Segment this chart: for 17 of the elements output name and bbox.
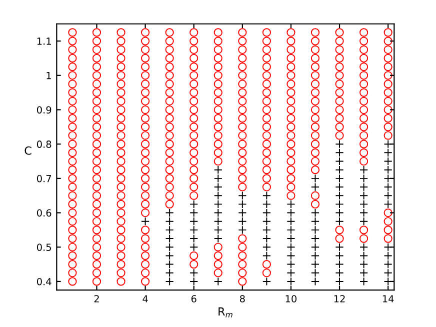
x-tick-label: 12 [334,295,345,302]
y-tick-label: 0.6 [37,209,52,217]
y-tick-label: 0.7 [37,174,51,182]
y-tick-label: 0.8 [37,140,52,148]
y-tick-label: 1.1 [37,38,51,45]
x-tick-label: 10 [286,295,297,302]
y-tick-label: 0.5 [37,244,51,251]
x-tick-label: 2 [94,295,99,302]
y-tick-label: 0.4 [37,278,52,286]
y-axis-title: C [24,146,32,155]
x-axis-title: R$_{m}$ [218,307,232,318]
x-tick-label: 4 [142,295,148,302]
y-tick-label: 1 [46,72,51,80]
y-tick-label: 0.9 [37,106,52,114]
x-tick-label: 6 [191,295,196,302]
x-tick-label: 8 [240,295,245,302]
x-tick-label: 14 [382,295,394,302]
